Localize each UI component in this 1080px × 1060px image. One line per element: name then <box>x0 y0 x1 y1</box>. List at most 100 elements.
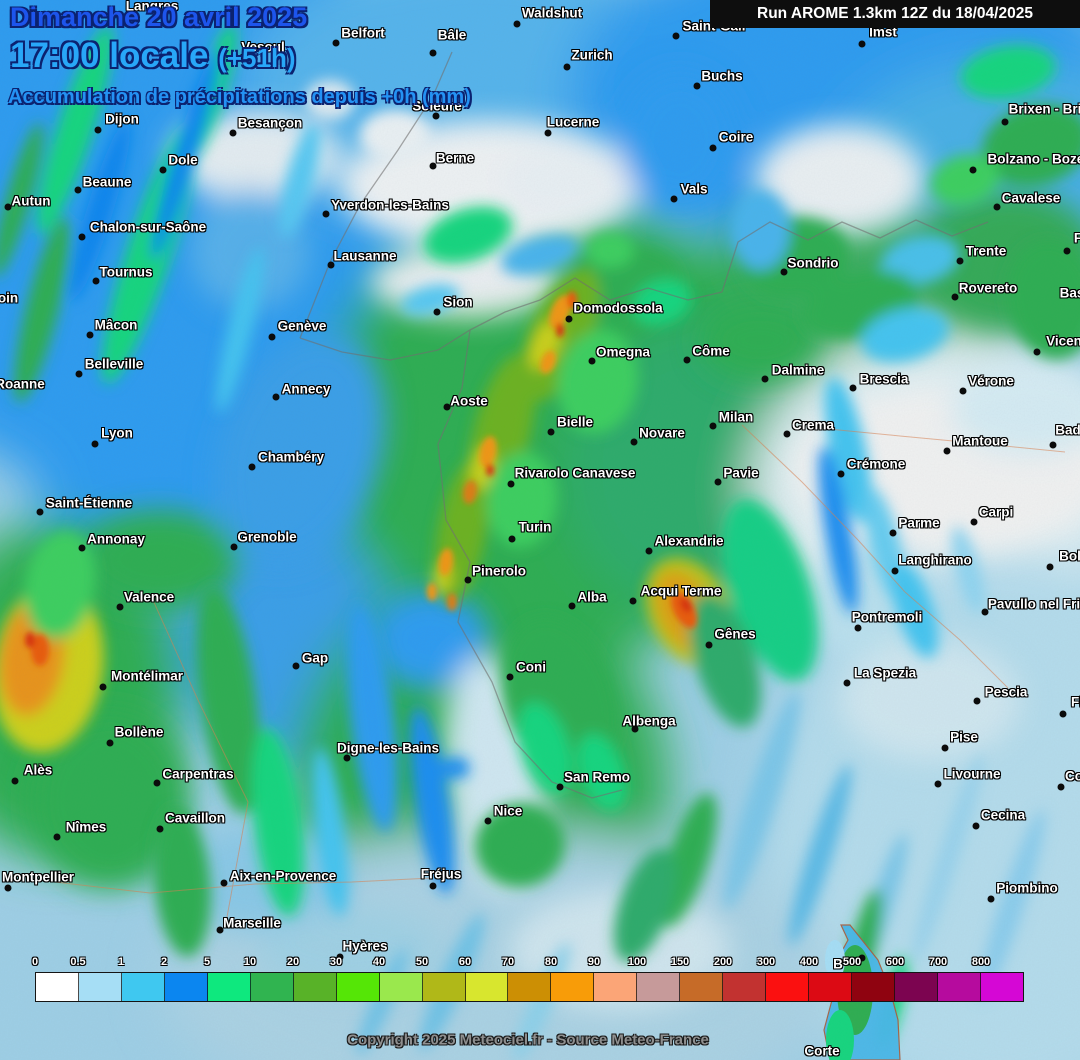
city-label: Pescia <box>984 684 1028 700</box>
city-dot <box>508 535 516 543</box>
city-dot <box>292 662 300 670</box>
city-dot <box>556 783 564 791</box>
city-label: Bâle <box>437 27 467 43</box>
city-dot <box>332 39 340 47</box>
city-dot <box>544 129 552 137</box>
city-dot <box>858 40 866 48</box>
city-label: Annonay <box>87 531 145 547</box>
city-dot <box>1063 247 1071 255</box>
city-dot <box>1046 563 1054 571</box>
city-dot <box>565 315 573 323</box>
city-label: Langhirano <box>898 552 972 568</box>
forecast-hour-offset: (+51h) <box>218 43 296 73</box>
city-dot <box>220 879 228 887</box>
city-label: Lausanne <box>333 248 397 264</box>
city-label: Mantoue <box>952 433 1008 449</box>
city-dot <box>153 779 161 787</box>
city-label: Cavalese <box>1001 190 1061 206</box>
city-dot <box>843 679 851 687</box>
city-dot <box>709 144 717 152</box>
city-dot <box>630 438 638 446</box>
city-dot <box>951 293 959 301</box>
city-dot <box>343 754 351 762</box>
city-dot <box>780 268 788 276</box>
city-dot <box>484 817 492 825</box>
city-label: Coire <box>718 129 754 145</box>
city-label: Vérone <box>968 373 1014 389</box>
city-dot <box>956 257 964 265</box>
city-label: Pise <box>950 729 978 745</box>
city-dot <box>464 576 472 584</box>
city-label: Saint-Étienne <box>45 495 133 511</box>
city-dot <box>99 683 107 691</box>
city-label: Fl <box>1071 694 1080 710</box>
city-dot <box>1059 710 1067 718</box>
city-dot <box>709 422 717 430</box>
city-label: Piombino <box>996 880 1058 896</box>
city-label: Aix-en-Provence <box>229 868 337 884</box>
city-label: Marseille <box>223 915 281 931</box>
city-dot <box>683 356 691 364</box>
city-dot <box>854 624 862 632</box>
city-dot <box>106 739 114 747</box>
city-dot <box>889 529 897 537</box>
city-label: Soleure <box>412 98 462 114</box>
city-label: Brescia <box>859 371 909 387</box>
city-dot <box>230 543 238 551</box>
city-label: Grenoble <box>237 529 297 545</box>
city-label: Belleville <box>84 356 144 372</box>
city-label: Carpi <box>978 504 1014 520</box>
city-label: Valence <box>123 589 175 605</box>
city-label: F <box>1073 230 1080 246</box>
city-label: Roanne <box>0 376 45 392</box>
city-label: Belfort <box>341 25 385 41</box>
city-label: Yverdon-les-Bains <box>331 197 449 213</box>
city-dot <box>934 780 942 788</box>
city-label: Alba <box>577 589 607 605</box>
city-dot <box>75 370 83 378</box>
city-dot <box>327 261 335 269</box>
city-dot <box>672 32 680 40</box>
forecast-date: Dimanche 20 avril 2025 <box>10 2 308 32</box>
city-dot <box>513 20 521 28</box>
city-dot <box>91 440 99 448</box>
city-dot <box>74 186 82 194</box>
city-dot <box>11 777 19 785</box>
city-label: Côme <box>692 343 730 359</box>
city-dot <box>959 387 967 395</box>
city-label: Trente <box>965 243 1007 259</box>
model-run-info: Run AROME 1.3km 12Z du 18/04/2025 <box>710 0 1080 28</box>
city-label: Tournus <box>99 264 153 280</box>
city-label: Vals <box>680 181 708 197</box>
city-dot <box>941 744 949 752</box>
city-label: Bielle <box>556 414 594 430</box>
city-dot <box>645 547 653 555</box>
city-label: Brixen - Bri <box>1008 101 1080 117</box>
city-label: Bad <box>1055 422 1080 438</box>
city-dot <box>693 82 701 90</box>
city-dot <box>322 210 330 218</box>
city-dot <box>970 518 978 526</box>
city-label: Vicen <box>1046 333 1080 349</box>
city-label: Rovereto <box>958 280 1018 296</box>
city-label: Crémone <box>846 456 906 472</box>
city-label: Sion <box>443 294 473 310</box>
city-dot <box>506 673 514 681</box>
city-label: Lyon <box>101 425 133 441</box>
city-dot <box>156 825 164 833</box>
city-label: Waldshut <box>521 5 583 21</box>
city-dot <box>1057 783 1065 791</box>
city-dot <box>507 480 515 488</box>
city-label: Gênes <box>714 626 756 642</box>
city-dot <box>432 112 440 120</box>
city-dot <box>631 725 639 733</box>
city-dot <box>229 129 237 137</box>
city-label: Pavie <box>723 465 759 481</box>
city-dot <box>981 608 989 616</box>
city-label: Aoste <box>450 393 488 409</box>
city-dot <box>969 166 977 174</box>
city-label: Acqui Terme <box>640 583 722 599</box>
city-dot <box>268 333 276 341</box>
